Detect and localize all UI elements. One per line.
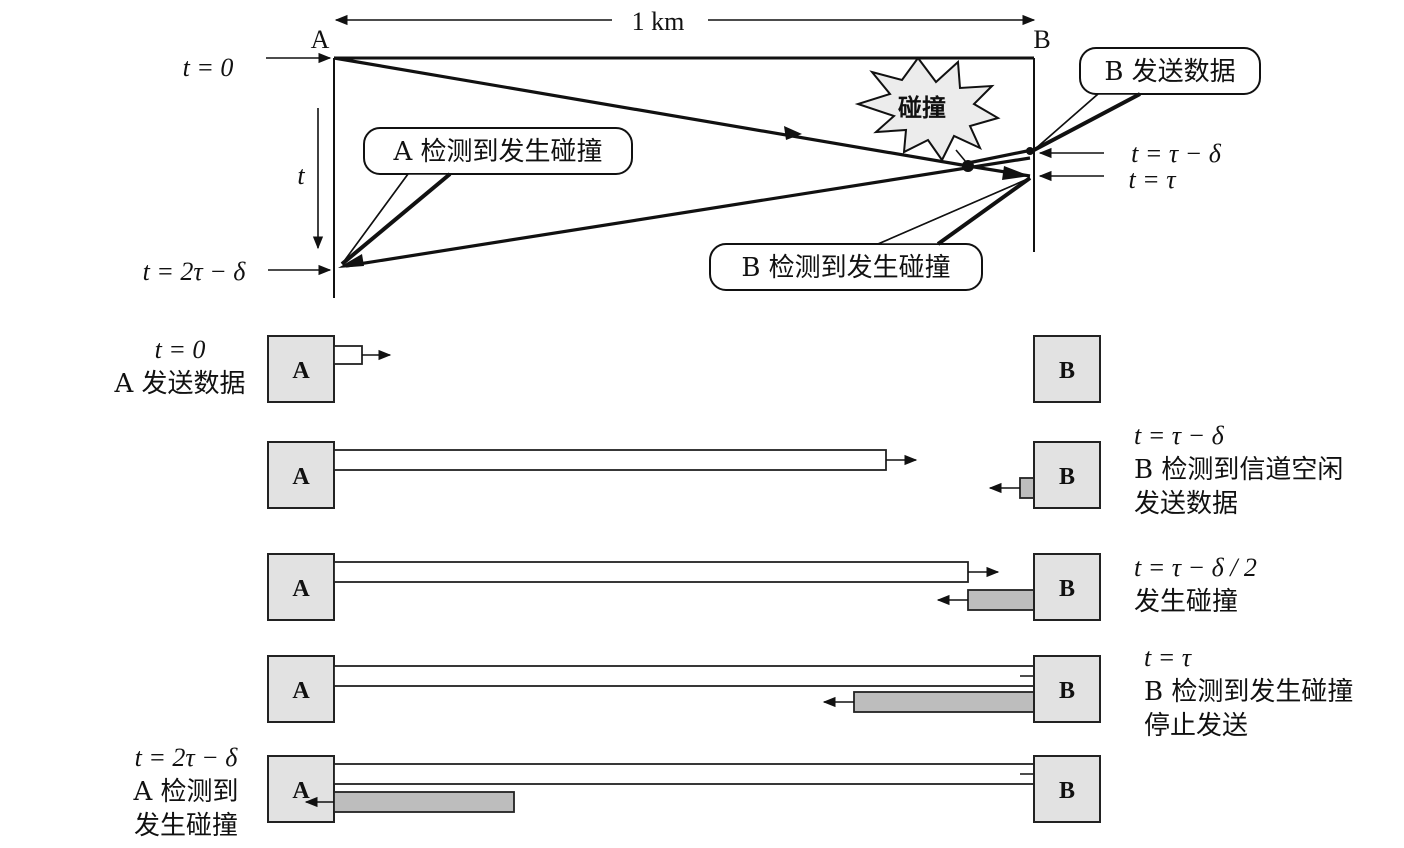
callout-b-send: B 发送数据: [1033, 47, 1261, 152]
stage-row-1: t = 0 A 发送数据 A B: [113, 335, 1101, 403]
row1-station-b: [1033, 335, 1101, 403]
row3-station-a: [267, 553, 335, 621]
stage-row-4: A B t = τ B 检测到发生碰撞 停止发送: [267, 643, 1353, 741]
row2-station-b-label: B: [1059, 464, 1075, 490]
time-label-2tau-minus-delta: t = 2τ − δ: [143, 257, 247, 286]
row1-a-frame: [333, 345, 363, 365]
row5-station-b-label: B: [1059, 778, 1075, 804]
row4-right-line3: 停止发送: [1144, 711, 1248, 741]
callout-a-detect-text: A 检测到发生碰撞: [392, 137, 602, 167]
timing-diagram: 1 km A B t = 0 t t = 2τ − δ t = τ − δ t …: [143, 7, 1261, 298]
row4-b-frame: [853, 691, 1035, 713]
row5-left-line3: 发生碰撞: [134, 811, 238, 841]
row2-a-frame: [333, 449, 887, 471]
top-station-a-label: A: [311, 25, 330, 54]
row2-right-line2: B 检测到信道空闲: [1134, 455, 1343, 485]
top-station-b-label: B: [1033, 25, 1050, 54]
row5-station-b: [1033, 755, 1101, 823]
b-detect-arrowhead: [1002, 166, 1030, 180]
stage-row-2: A B t = τ − δ B 检测到信道空闲 发送数据: [267, 421, 1343, 519]
return-signal-path: [345, 156, 1031, 268]
collision-burst-label: 碰撞: [898, 93, 946, 122]
row2-right-line3: 发送数据: [1134, 489, 1238, 519]
row5-a-frame: [333, 763, 1035, 785]
row5-left-line2: A 检测到: [132, 777, 238, 807]
row2-station-a: [267, 441, 335, 509]
row1-left-line1: t = 0: [155, 335, 206, 364]
distance-label: 1 km: [632, 7, 685, 36]
row4-station-b: [1033, 655, 1101, 723]
row3-station-b-label: B: [1059, 576, 1075, 602]
row4-station-a-label: A: [292, 678, 310, 704]
burst-leader: [955, 149, 967, 163]
stage-row-3: A B t = τ − δ / 2 发生碰撞: [267, 553, 1257, 621]
row3-right-line1: t = τ − δ / 2: [1134, 553, 1257, 582]
row2-station-a-label: A: [292, 464, 310, 490]
row4-station-a: [267, 655, 335, 723]
row4-station-b-label: B: [1059, 678, 1075, 704]
callout-b-send-text: B 发送数据: [1104, 57, 1235, 87]
row5-station-a: [267, 755, 335, 823]
row1-left-line2: A 发送数据: [113, 369, 245, 399]
row4-right-line2: B 检测到发生碰撞: [1144, 677, 1353, 707]
time-axis-label: t: [297, 161, 305, 190]
row3-b-frame: [967, 589, 1035, 611]
row1-station-a-label: A: [292, 358, 310, 384]
row4-a-frame: [333, 665, 1035, 687]
row3-station-a-label: A: [292, 576, 310, 602]
callout-b-detect-text: B 检测到发生碰撞: [741, 253, 950, 283]
a-signal-path: [333, 56, 969, 168]
row2-station-b: [1033, 441, 1101, 509]
row2-b-frame: [1019, 477, 1035, 499]
row3-a-frame: [333, 561, 969, 583]
row3-right-line2: 发生碰撞: [1134, 587, 1238, 617]
b-start-point: [1026, 147, 1034, 155]
row2-right-line1: t = τ − δ: [1134, 421, 1225, 450]
row4-right-line1: t = τ: [1144, 643, 1193, 672]
callout-a-detect: A 检测到发生碰撞: [340, 127, 633, 266]
collision-burst: [854, 56, 1001, 162]
row3-station-b: [1033, 553, 1101, 621]
row5-station-a-label: A: [292, 778, 310, 804]
row5-b-frame: [333, 791, 515, 813]
time-label-tau: t = τ: [1128, 165, 1177, 194]
time-label-tau-minus-delta: t = τ − δ: [1131, 139, 1222, 168]
row5-left-line1: t = 2τ − δ: [135, 743, 239, 772]
row1-station-b-label: B: [1059, 358, 1075, 384]
a-signal-arrowhead: [784, 126, 802, 140]
b-signal-path: [967, 148, 1033, 165]
stage-row-5: t = 2τ − δ A 检测到 发生碰撞 A B: [132, 743, 1101, 841]
row1-station-a: [267, 335, 335, 403]
time-label-t0: t = 0: [183, 53, 234, 82]
callout-b-detect: B 检测到发生碰撞: [709, 176, 1032, 291]
